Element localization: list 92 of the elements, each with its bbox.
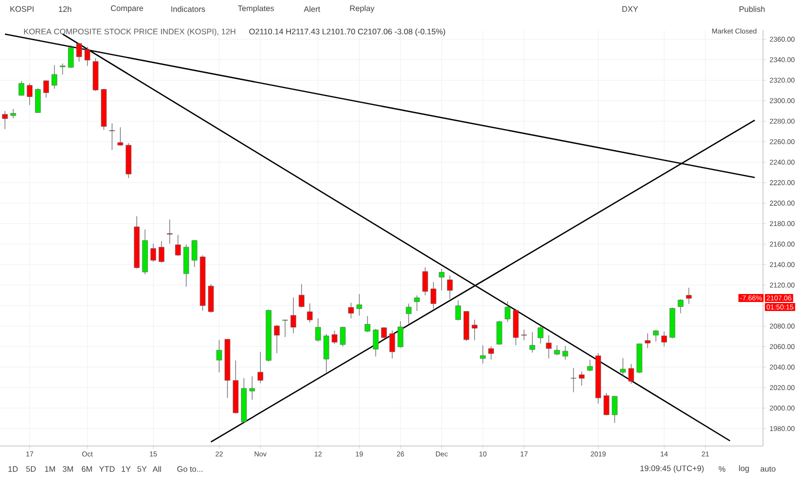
text: 5Y	[137, 466, 147, 472]
text: All	[152, 466, 161, 472]
candlestick	[529, 332, 536, 353]
text: 12h	[58, 6, 72, 12]
candlestick	[43, 80, 49, 98]
candlestick	[414, 295, 420, 312]
candlestick	[389, 330, 396, 359]
candlestick	[604, 392, 610, 416]
candlestick	[150, 243, 156, 262]
candlestick	[406, 303, 412, 324]
candlestick	[430, 282, 436, 309]
candlestick	[18, 80, 24, 96]
candlestick	[372, 328, 379, 357]
candlestick	[2, 110, 8, 130]
candlestick	[258, 352, 264, 384]
text: 1M	[45, 466, 55, 472]
candlestick	[274, 324, 280, 354]
candlestick	[249, 376, 255, 400]
candlestick	[166, 219, 173, 244]
candlestick	[84, 46, 90, 66]
chart-subtitle: O2110.14 H2117.43 L2101.70 C2107.06 -3.08 (-0.15%)	[249, 28, 446, 36]
candlestick	[290, 297, 296, 334]
candlestick	[35, 88, 41, 114]
candlestick	[175, 234, 181, 256]
candlestick	[192, 240, 198, 268]
candlestick	[68, 44, 74, 68]
candlestick	[447, 275, 453, 300]
text: Publish	[740, 6, 765, 12]
candlestick	[348, 302, 354, 319]
text: 6M	[82, 466, 92, 472]
text: YTD	[99, 466, 115, 472]
candlestick	[562, 345, 568, 360]
text: %	[718, 466, 726, 472]
candlestick	[644, 332, 650, 348]
candlestick	[117, 126, 124, 146]
candlestick	[216, 340, 222, 373]
candlestick	[538, 324, 544, 344]
candlestick	[60, 63, 66, 75]
candlestick	[653, 330, 659, 342]
text: Replay	[350, 5, 374, 13]
candlestick	[455, 300, 461, 321]
chart-title: KOREA COMPOSITE STOCK PRICE INDEX (KOSPI), 12H	[24, 28, 236, 36]
candlestick	[472, 319, 478, 341]
candlestick	[620, 358, 626, 376]
text: 1Y	[122, 466, 131, 472]
text: log	[739, 465, 749, 473]
candlestick	[109, 122, 115, 150]
candlestick	[628, 364, 634, 384]
candlestick	[480, 344, 486, 364]
candlestick	[158, 240, 164, 263]
candlestick	[26, 83, 32, 106]
candlestick	[340, 326, 346, 347]
candlestick	[554, 344, 560, 356]
candlestick	[364, 316, 370, 332]
candlestick	[356, 294, 362, 316]
text: 5D	[26, 466, 36, 472]
candlestick	[10, 108, 16, 119]
text: Compare	[110, 5, 144, 13]
candlestick	[381, 326, 387, 339]
candlestick	[546, 334, 552, 359]
candlestick	[578, 371, 585, 386]
candlestick	[282, 319, 288, 338]
text: Go to...	[177, 466, 202, 472]
candlestick	[521, 329, 527, 341]
candlestick	[488, 346, 494, 360]
candlestick	[496, 320, 502, 345]
candlestick	[306, 303, 313, 323]
text: Indicators	[171, 6, 206, 12]
candlestick	[504, 301, 510, 322]
text: Templates	[238, 5, 274, 13]
candlestick	[686, 287, 692, 304]
text: auto	[760, 466, 776, 472]
candlestick	[661, 331, 667, 347]
candlestick	[323, 334, 330, 373]
candlestick	[315, 318, 321, 342]
candlestick	[587, 359, 593, 372]
text: 19:09:45 (UTC+9)	[640, 465, 704, 473]
text: 3M	[62, 466, 73, 472]
text: KOSPI	[10, 6, 34, 12]
candlestick	[422, 266, 428, 296]
candlestick	[52, 64, 58, 90]
candlestick	[438, 268, 444, 291]
candlestick	[612, 395, 618, 424]
text: DXY	[622, 6, 638, 12]
text: Alert	[304, 6, 320, 12]
candlestick	[76, 42, 82, 62]
candlestick	[678, 298, 684, 314]
candlestick	[398, 321, 404, 348]
candlestick	[298, 284, 304, 308]
candlestick	[570, 368, 576, 393]
candlestick	[332, 330, 338, 344]
text: 1D	[8, 466, 18, 472]
